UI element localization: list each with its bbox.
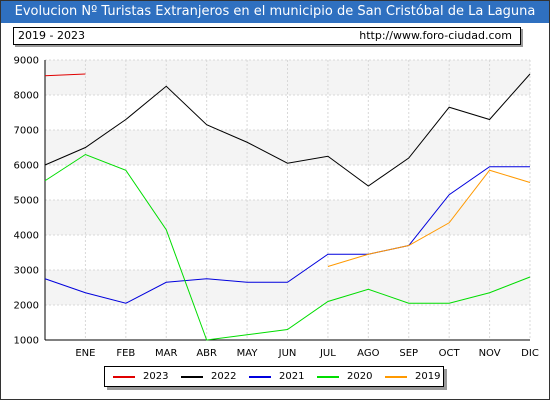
chart-legend: 2023 2022 2021 2020 2019 bbox=[104, 366, 444, 387]
series-line-2023 bbox=[44, 73, 86, 77]
chart-subheader: 2019 - 2023 http://www.foro-ciudad.com bbox=[13, 27, 521, 45]
source-link[interactable]: http://www.foro-ciudad.com bbox=[359, 29, 512, 42]
legend-swatch-2019 bbox=[385, 376, 407, 378]
x-tick-label: OCT bbox=[439, 348, 461, 359]
y-tick-label: 9000 bbox=[14, 56, 39, 67]
x-tick-label: JUN bbox=[278, 348, 297, 359]
legend-label-2020: 2020 bbox=[347, 371, 373, 382]
x-tick-label: FEB bbox=[116, 348, 135, 359]
x-tick-label: ENE bbox=[75, 348, 95, 359]
series-line-2020 bbox=[44, 153, 531, 341]
series-line-2021 bbox=[44, 166, 530, 304]
legend-swatch-2023 bbox=[113, 376, 135, 378]
y-tick-label: 8000 bbox=[14, 91, 39, 102]
y-tick-label: 3000 bbox=[14, 266, 39, 277]
x-tick-label: MAR bbox=[155, 348, 177, 359]
x-tick-label: SEP bbox=[399, 348, 418, 359]
legend-swatch-2020 bbox=[317, 376, 339, 378]
y-tick-label: 7000 bbox=[14, 126, 39, 137]
chart-title: Evolucion Nº Turistas Extranjeros en el … bbox=[1, 1, 549, 23]
x-tick-label: MAY bbox=[237, 348, 259, 359]
y-tick-label: 1000 bbox=[14, 336, 39, 347]
legend-swatch-2022 bbox=[181, 376, 203, 378]
y-tick-label: 6000 bbox=[14, 161, 39, 172]
legend-swatch-2021 bbox=[249, 376, 271, 378]
x-tick-label: JUL bbox=[319, 348, 336, 359]
series-line-2022 bbox=[44, 73, 531, 187]
legend-label-2019: 2019 bbox=[415, 371, 441, 382]
x-tick-label: AGO bbox=[357, 348, 379, 359]
x-tick-label: NOV bbox=[479, 348, 501, 359]
series-line-2019 bbox=[327, 169, 531, 267]
plot-band bbox=[45, 130, 530, 165]
legend-label-2023: 2023 bbox=[143, 371, 169, 382]
period-label: 2019 - 2023 bbox=[18, 29, 85, 42]
plot-band bbox=[45, 270, 530, 305]
legend-label-2022: 2022 bbox=[211, 371, 237, 382]
x-tick-label: ABR bbox=[196, 348, 217, 359]
legend-label-2021: 2021 bbox=[279, 371, 305, 382]
x-tick-label: DIC bbox=[521, 348, 539, 359]
y-tick-label: 5000 bbox=[14, 196, 39, 207]
y-tick-label: 4000 bbox=[14, 231, 39, 242]
y-tick-label: 2000 bbox=[14, 301, 39, 312]
